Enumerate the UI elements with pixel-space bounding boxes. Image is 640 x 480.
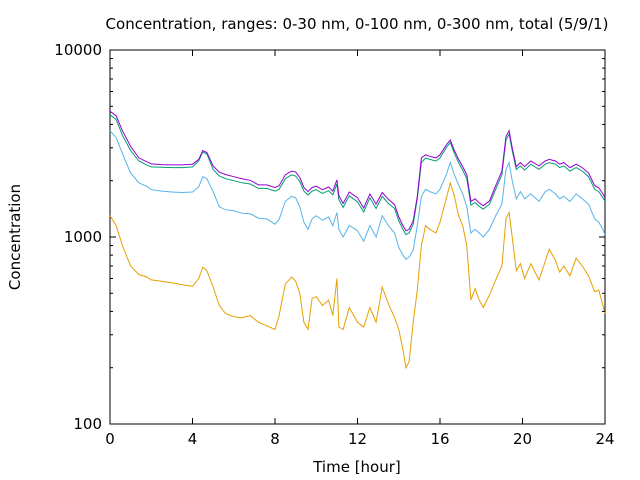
y-axis-ticks: 100 1000 10000 [54, 41, 605, 433]
x-tick-label: 8 [270, 430, 280, 448]
series-line-2 [109, 130, 606, 260]
y-tick-label: 10000 [54, 41, 102, 59]
plot-frame [109, 49, 606, 425]
series-line-3 [109, 114, 606, 236]
y-tick-label: 100 [73, 415, 102, 433]
x-tick-label: 16 [430, 430, 449, 448]
x-tick-label: 0 [105, 430, 115, 448]
x-tick-label: 20 [513, 430, 532, 448]
plot-border [109, 49, 606, 425]
x-tick-label: 4 [188, 430, 198, 448]
chart-title: Concentration, ranges: 0-30 nm, 0-100 nm… [106, 15, 609, 33]
x-tick-label: 24 [595, 430, 614, 448]
y-axis-title: Concentration [6, 184, 24, 290]
series-line-4 [109, 110, 606, 232]
series-layer [109, 110, 606, 370]
x-tick-label: 12 [348, 430, 367, 448]
x-axis-ticks: 0 4 8 12 16 20 24 [105, 50, 615, 448]
series-line-1 [109, 180, 606, 370]
x-axis-title: Time [hour] [312, 458, 401, 476]
y-tick-label: 1000 [64, 228, 102, 246]
